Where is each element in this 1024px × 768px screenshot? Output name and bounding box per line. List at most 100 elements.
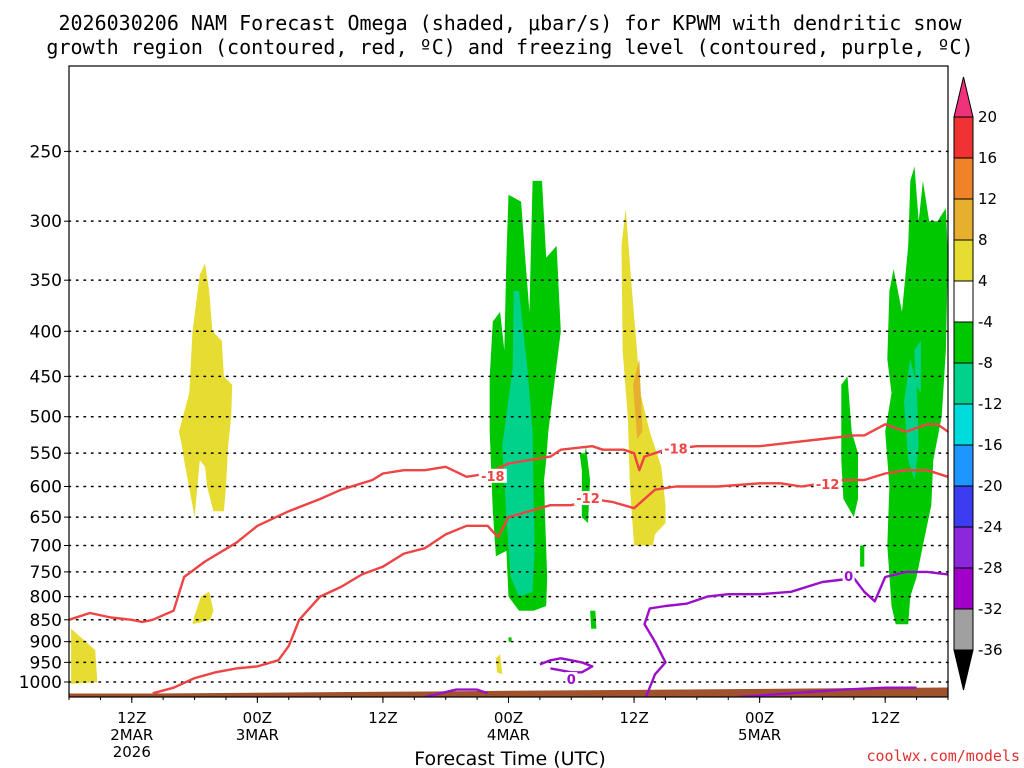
omega-region-positive_4_8 xyxy=(71,628,98,684)
pressure-tick-label: 450 xyxy=(30,367,62,387)
omega-region-negative_m8_m12 xyxy=(914,340,921,393)
colorbar-swatch xyxy=(953,485,974,528)
omega-region-negative_m8_m12 xyxy=(904,359,919,480)
pressure-tick-label: 950 xyxy=(30,653,62,673)
colorbar-swatch xyxy=(953,403,974,446)
pressure-axis-ticks: 2503003504004505005506006507007508008509… xyxy=(19,142,69,693)
colorbar-label: 8 xyxy=(978,231,988,249)
colorbar-swatch xyxy=(953,608,974,651)
colorbar-label: -32 xyxy=(978,600,1003,618)
pressure-tick-label: 300 xyxy=(30,212,62,232)
dgz-contour-label: -18 xyxy=(664,443,688,458)
omega-region-positive_4_8 xyxy=(192,591,214,625)
pressure-tick-label: 1000 xyxy=(19,673,62,693)
freezing-contour-line xyxy=(424,688,488,697)
dgz-contour-label: -12 xyxy=(816,478,840,493)
time-tick-label: 12Z xyxy=(619,709,648,727)
dgz-contour-line xyxy=(69,423,948,624)
colorbar-swatch xyxy=(953,198,974,241)
freezing-contour-line xyxy=(643,570,948,697)
colorbar-label: -8 xyxy=(978,354,993,372)
colorbar-swatch xyxy=(953,116,974,159)
colorbar-swatch xyxy=(953,526,974,569)
dgz-contour-label: -12 xyxy=(576,492,600,507)
freezing-contour-label: 0 xyxy=(844,570,853,585)
pressure-tick-label: 700 xyxy=(30,536,62,556)
colorbar-label: -20 xyxy=(978,477,1003,495)
colorbar-swatch xyxy=(953,280,974,323)
omega-region-negative_m4_m8 xyxy=(860,545,865,567)
freezing-contour-line xyxy=(738,686,917,697)
freezing-contour-line xyxy=(539,657,594,674)
dgz-contour-label-bg xyxy=(661,441,690,456)
colorbar-label: -4 xyxy=(978,313,993,331)
colorbar-label: -28 xyxy=(978,559,1003,577)
colorbar-label: -24 xyxy=(978,518,1003,536)
pressure-tick-label: 900 xyxy=(30,633,62,653)
omega-region-positive_4_8 xyxy=(495,654,503,675)
pressure-tick-label: 350 xyxy=(30,271,62,291)
pressure-tick-label: 800 xyxy=(30,588,62,608)
chart-title-line1: 2026030206 NAM Forecast Omega (shaded, μ… xyxy=(58,11,962,35)
omega-region-negative_m4_m8 xyxy=(841,376,858,518)
omega-region-negative_m4_m8 xyxy=(508,637,512,642)
pressure-tick-label: 400 xyxy=(30,322,62,342)
pressure-tick-label: 650 xyxy=(30,508,62,528)
freezing-contour-label: 0 xyxy=(567,673,576,688)
dgz-contour-label-bg xyxy=(478,468,507,483)
colorbar-label: 20 xyxy=(978,108,997,126)
colorbar-swatch xyxy=(953,362,974,405)
pressure-tick-label: 500 xyxy=(30,408,62,428)
dgz-contour-label-bg xyxy=(574,491,603,506)
freezing-contour-label-bg xyxy=(565,672,578,687)
chart-title-line2: growth region (contoured, red, ºC) and f… xyxy=(46,35,973,59)
time-tick-label: 00Z xyxy=(243,709,272,727)
dgz-contour-label: -18 xyxy=(481,470,505,485)
colorbar-label: 4 xyxy=(978,272,988,290)
omega-shading-layer xyxy=(71,166,948,684)
ground-fill xyxy=(69,687,948,697)
time-tick-label: 00Z xyxy=(494,709,523,727)
time-tick-label: 12Z xyxy=(871,709,900,727)
colorbar-swatch xyxy=(953,567,974,610)
time-tick-label: 00Z xyxy=(745,709,774,727)
time-tick-label: 12Z xyxy=(117,709,146,727)
colorbar-label: -36 xyxy=(978,641,1003,659)
omega-region-positive_8_12 xyxy=(633,359,643,439)
colorbar-swatch xyxy=(953,444,974,487)
credit-link[interactable]: coolwx.com/models xyxy=(866,747,1020,765)
x-axis-label: Forecast Time (UTC) xyxy=(414,748,605,768)
ground-strip xyxy=(69,687,948,697)
pressure-tick-label: 850 xyxy=(30,611,62,631)
omega-region-negative_m8_m12 xyxy=(502,291,535,597)
pressure-tick-label: 600 xyxy=(30,477,62,497)
omega-region-positive_4_8 xyxy=(178,263,233,518)
time-tick-label: 5MAR xyxy=(738,726,781,744)
time-tick-label: 2026 xyxy=(113,743,151,761)
dendritic-growth-contours: -18 -12 -18 -12 xyxy=(69,423,948,695)
pressure-tick-label: 250 xyxy=(30,142,62,162)
time-tick-label: 2MAR xyxy=(110,726,153,744)
freezing-contour-label-bg xyxy=(842,568,855,583)
freezing-level-contours: 00 xyxy=(424,568,948,697)
time-tick-label: 12Z xyxy=(368,709,397,727)
colorbar-swatch xyxy=(953,239,974,282)
omega-colorbar: 20 16 12 8 4 -4 -8 -12 -16 -20 -24 -28 -32 -36 xyxy=(953,76,1003,691)
omega-region-negative_m4_m8 xyxy=(579,453,585,487)
colorbar-top-arrow xyxy=(953,76,974,118)
colorbar-label: -16 xyxy=(978,436,1003,454)
colorbar-label: -12 xyxy=(978,395,1003,413)
colorbar-label: 12 xyxy=(978,190,997,208)
colorbar-bottom-arrow xyxy=(953,649,974,691)
colorbar-swatch xyxy=(953,157,974,200)
pressure-tick-label: 550 xyxy=(30,444,62,464)
time-tick-label: 3MAR xyxy=(236,726,279,744)
pressure-tick-label: 750 xyxy=(30,563,62,583)
colorbar-label: 16 xyxy=(978,149,997,167)
dgz-contour-label-bg xyxy=(813,477,842,492)
omega-region-negative_m4_m8 xyxy=(590,610,597,629)
time-tick-label: 4MAR xyxy=(487,726,530,744)
colorbar-swatch xyxy=(953,321,974,364)
